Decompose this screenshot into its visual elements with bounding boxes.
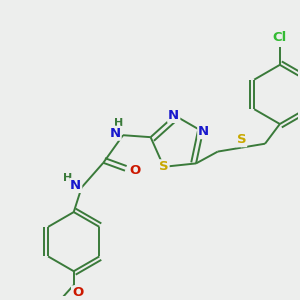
Text: S: S	[159, 160, 169, 173]
Text: H: H	[114, 118, 124, 128]
Text: N: N	[168, 109, 179, 122]
Text: N: N	[70, 179, 81, 192]
Text: H: H	[63, 172, 72, 183]
Text: O: O	[129, 164, 140, 177]
Text: Cl: Cl	[273, 31, 287, 44]
Text: O: O	[72, 286, 83, 299]
Text: N: N	[110, 127, 121, 140]
Text: N: N	[198, 125, 209, 138]
Text: S: S	[237, 133, 246, 146]
